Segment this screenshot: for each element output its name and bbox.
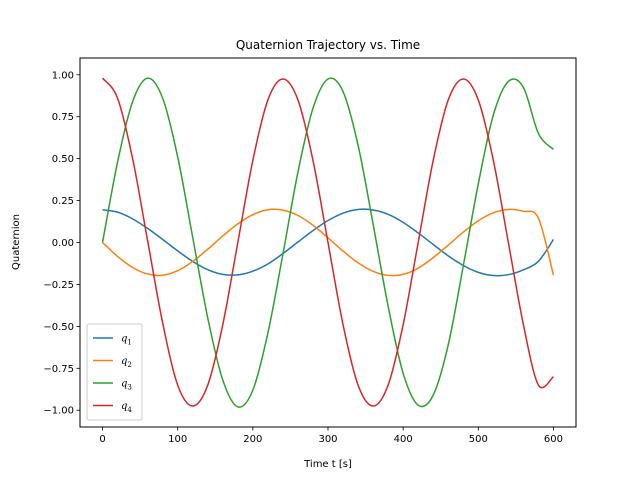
- y-tick-label: −0.50: [43, 322, 74, 333]
- legend-label-q4: q4: [121, 401, 132, 414]
- y-axis: −1.00 −0.75 −0.50 −0.25 0.00 0.25 0.50 0.75 1.00: [43, 70, 80, 417]
- y-axis-label: Quaternion: [11, 214, 22, 270]
- y-tick-label: 0.25: [52, 196, 74, 207]
- series-line-q4: [101, 77, 554, 407]
- y-tick-label: 0.50: [52, 154, 74, 165]
- legend-label-q1: q1: [121, 334, 132, 347]
- y-tick-label: −0.25: [43, 280, 74, 291]
- series-line-q3: [101, 77, 554, 408]
- y-tick-label: −1.00: [43, 406, 74, 417]
- x-tick-label: 200: [243, 434, 262, 445]
- x-tick-label: 0: [99, 434, 105, 445]
- series-layer: [101, 77, 555, 408]
- x-axis-label: Time t [s]: [303, 459, 352, 470]
- x-tick-label: 400: [394, 434, 413, 445]
- legend-box: [86, 323, 143, 421]
- x-axis: 0 100 200 300 400 500 600: [99, 427, 563, 445]
- chart-title: Quaternion Trajectory vs. Time: [236, 38, 420, 52]
- y-tick-label: 1.00: [52, 70, 74, 81]
- y-tick-label: 0.00: [52, 238, 74, 249]
- x-tick-label: 600: [544, 434, 563, 445]
- series-line-q1: [102, 208, 555, 277]
- legend-label-q2: q2: [121, 356, 132, 369]
- legend: q1 q2 q3 q4: [86, 323, 143, 421]
- x-tick-label: 300: [318, 434, 337, 445]
- y-tick-label: −0.75: [43, 364, 74, 375]
- x-tick-label: 100: [168, 434, 187, 445]
- series-line-q2: [102, 208, 555, 277]
- legend-label-q3: q3: [121, 379, 132, 392]
- y-tick-label: 0.75: [52, 112, 74, 123]
- x-tick-label: 500: [469, 434, 488, 445]
